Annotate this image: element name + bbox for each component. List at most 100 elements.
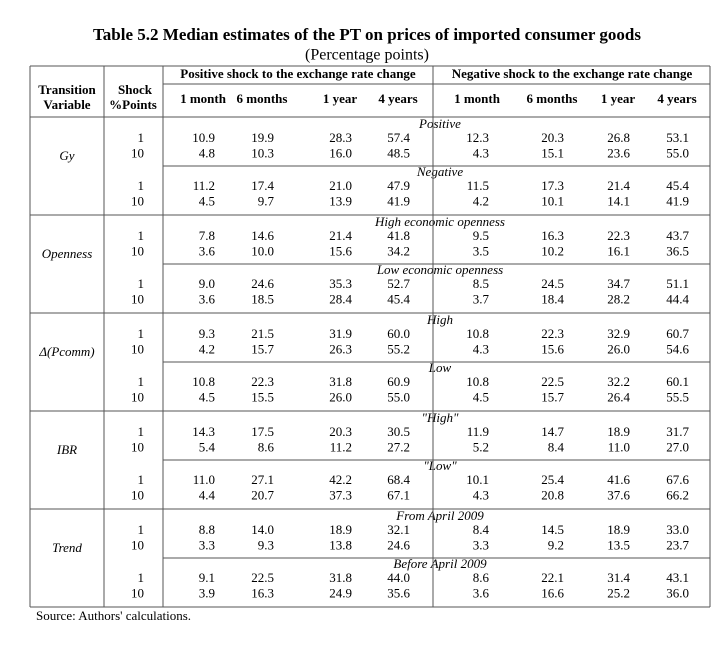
cell-value: 31.7 [666,424,689,439]
column-header: 4 years [378,91,417,106]
cell-value: 31.8 [329,570,352,585]
shock-value: 10 [131,537,144,552]
cell-value: 55.0 [666,145,689,160]
cell-value: 10.3 [251,145,274,160]
column-header: 1 month [454,91,501,106]
cell-value: 10.8 [466,374,489,389]
header-transition: Transition [38,82,96,97]
shock-value: 10 [131,585,144,600]
cell-value: 43.7 [666,228,689,243]
cell-value: 14.6 [251,228,274,243]
shock-value: 10 [131,487,144,502]
cell-value: 9.0 [199,276,215,291]
cell-value: 3.7 [473,291,490,306]
header-group: Positive shock to the exchange rate chan… [180,66,416,81]
shock-value: 1 [138,130,145,145]
cell-value: 28.2 [607,291,630,306]
cell-value: 18.5 [251,291,274,306]
column-header: 1 month [180,91,227,106]
cell-value: 44.0 [387,570,410,585]
subgroup-label: Low [428,360,452,375]
cell-value: 25.2 [607,585,630,600]
cell-value: 17.4 [251,178,274,193]
cell-value: 4.3 [473,145,489,160]
cell-value: 23.6 [607,145,630,160]
cell-value: 15.7 [541,389,564,404]
cell-value: 68.4 [387,472,410,487]
column-header: 4 years [657,91,696,106]
cell-value: 22.5 [541,374,564,389]
header-shock: Shock [118,82,153,97]
cell-value: 8.4 [473,522,490,537]
cell-value: 37.6 [607,487,630,502]
cell-value: 22.3 [251,374,274,389]
cell-value: 4.8 [199,145,215,160]
cell-value: 57.4 [387,130,410,145]
cell-value: 37.3 [329,487,352,502]
cell-value: 18.9 [607,522,630,537]
cell-value: 4.5 [199,389,215,404]
cell-value: 27.0 [666,439,689,454]
cell-value: 31.9 [329,326,352,341]
cell-value: 60.0 [387,326,410,341]
subgroup-label: Negative [416,164,463,179]
cell-value: 60.7 [666,326,689,341]
subgroup-label: "High" [422,410,459,425]
cell-value: 3.3 [473,537,489,552]
cell-value: 10.8 [192,374,215,389]
shock-value: 1 [138,472,145,487]
variable-name: Δ(Pcomm) [38,344,94,359]
cell-value: 24.6 [251,276,274,291]
cell-value: 47.9 [387,178,410,193]
cell-value: 24.5 [541,276,564,291]
cell-value: 53.1 [666,130,689,145]
cell-value: 20.3 [329,424,352,439]
cell-value: 28.3 [329,130,352,145]
cell-value: 60.9 [387,374,410,389]
cell-value: 11.2 [330,439,352,454]
column-header: 1 year [323,91,358,106]
cell-value: 26.0 [329,389,352,404]
cell-value: 4.3 [473,341,489,356]
cell-value: 20.3 [541,130,564,145]
header-shock: %Points [109,97,157,112]
shock-value: 1 [138,228,145,243]
cell-value: 7.8 [199,228,215,243]
cell-value: 55.2 [387,341,410,356]
cell-value: 15.5 [251,389,274,404]
cell-value: 10.9 [192,130,215,145]
cell-value: 11.2 [193,178,215,193]
cell-value: 8.4 [548,439,565,454]
cell-value: 9.1 [199,570,215,585]
cell-value: 26.3 [329,341,352,356]
variable-name: Gy [59,148,74,163]
cell-value: 54.6 [666,341,689,356]
subgroup-label: High [426,312,453,327]
cell-value: 4.3 [473,487,489,502]
cell-value: 11.0 [608,439,630,454]
shock-value: 10 [131,243,144,258]
cell-value: 4.2 [199,341,215,356]
cell-value: 27.1 [251,472,274,487]
cell-value: 20.8 [541,487,564,502]
header-transition: Variable [43,97,90,112]
cell-value: 13.5 [607,537,630,552]
cell-value: 45.4 [387,291,410,306]
cell-value: 14.1 [607,193,630,208]
cell-value: 9.3 [199,326,215,341]
subgroup-label: Low economic openness [376,262,503,277]
cell-value: 12.3 [466,130,489,145]
cell-value: 67.1 [387,487,410,502]
cell-value: 9.3 [258,537,274,552]
cell-value: 48.5 [387,145,410,160]
variable-name: Openness [42,246,93,261]
source-note: Source: Authors' calculations. [36,608,191,623]
cell-value: 15.7 [251,341,274,356]
shock-value: 1 [138,326,145,341]
cell-value: 60.1 [666,374,689,389]
cell-value: 34.7 [607,276,630,291]
cell-value: 11.5 [467,178,489,193]
variable-name: IBR [56,442,77,457]
